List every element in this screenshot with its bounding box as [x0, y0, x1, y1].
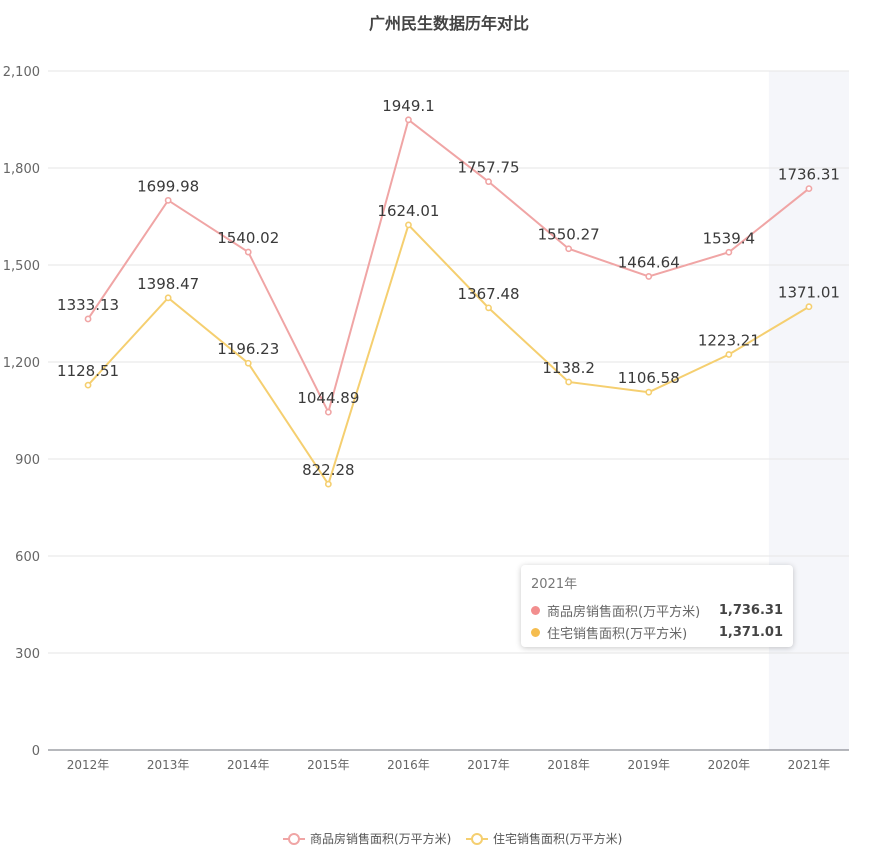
data-label: 1757.75 — [458, 159, 520, 177]
data-point — [324, 408, 332, 416]
x-tick-label: 2019年 — [627, 758, 670, 772]
legend-item-1[interactable]: 商品房销售面积(万平方米) — [283, 831, 451, 846]
data-label: 1539.4 — [703, 229, 756, 247]
data-point — [645, 388, 653, 396]
tooltip-title: 2021年 — [531, 577, 578, 592]
series-line-2 — [87, 222, 810, 487]
tooltip-dot-2 — [531, 627, 540, 637]
data-point — [805, 303, 813, 311]
tooltip: 2021年 商品房销售面积(万平方米) 1,736.31 住宅销售面积(万平方米… — [521, 565, 793, 647]
x-tick-label: 2012年 — [67, 758, 110, 772]
y-tick-label: 0 — [32, 744, 40, 759]
data-point — [485, 304, 492, 312]
x-tick-label: 2018年 — [547, 758, 590, 772]
y-tick-label: 300 — [15, 647, 40, 662]
data-label: 1367.48 — [458, 285, 520, 303]
data-label: 1736.31 — [778, 166, 840, 184]
data-label: 1949.1 — [382, 97, 435, 115]
data-label: 1196.23 — [217, 340, 279, 358]
data-point — [84, 381, 92, 389]
data-label: 1540.02 — [217, 229, 279, 247]
data-label: 1398.47 — [137, 275, 199, 293]
grid-lines — [48, 70, 849, 654]
x-tick-label: 2020年 — [708, 758, 751, 772]
y-axis-ticks: 0 300 600 900 1,200 1,500 1,800 2,100 — [3, 65, 40, 759]
data-point — [324, 480, 332, 488]
data-label: 1223.21 — [698, 331, 760, 349]
tooltip-series-name-2: 住宅销售面积(万平方米) — [547, 626, 688, 642]
data-point — [805, 185, 813, 192]
data-point — [645, 273, 653, 280]
y-tick-label: 1,500 — [3, 259, 40, 274]
legend-item-2[interactable]: 住宅销售面积(万平方米) — [466, 831, 622, 846]
data-point — [565, 245, 573, 253]
data-label: 1464.64 — [618, 253, 680, 271]
x-tick-label: 2015年 — [307, 758, 350, 772]
x-tick-label: 2016年 — [387, 758, 430, 772]
tooltip-dot-1 — [531, 605, 540, 615]
legend[interactable]: 商品房销售面积(万平方米) 住宅销售面积(万平方米) — [283, 831, 622, 846]
data-label: 1371.01 — [778, 284, 840, 302]
x-tick-label: 2013年 — [147, 758, 190, 772]
legend-label: 住宅销售面积(万平方米) — [493, 831, 622, 846]
data-label: 1138.2 — [542, 359, 595, 377]
data-label: 1106.58 — [618, 369, 680, 387]
y-tick-label: 900 — [15, 453, 40, 468]
y-tick-label: 2,100 — [3, 65, 40, 80]
data-point — [485, 178, 492, 186]
data-point — [725, 351, 733, 358]
data-label: 1044.89 — [297, 389, 359, 407]
x-tick-label: 2017年 — [467, 758, 510, 772]
data-point — [405, 116, 412, 124]
tooltip-row-1: 商品房销售面积(万平方米) 1,736.31 — [531, 599, 783, 621]
data-point — [164, 196, 172, 204]
x-axis-ticks: 2012年 2013年 2014年 2015年 2016年 2017年 2018年 2019年… — [67, 758, 830, 772]
data-label: 1128.51 — [57, 362, 119, 380]
legend-marker — [288, 833, 300, 845]
y-tick-label: 1,200 — [3, 356, 40, 371]
y-tick-label: 600 — [15, 550, 40, 565]
legend-marker — [471, 833, 483, 845]
data-point — [244, 359, 252, 367]
data-point — [84, 315, 92, 323]
data-point — [405, 221, 412, 229]
data-point — [244, 248, 252, 256]
data-label: 1699.98 — [137, 177, 199, 195]
tooltip-row-2: 住宅销售面积(万平方米) 1,371.01 — [531, 621, 783, 643]
series-lines — [84, 116, 813, 488]
tooltip-series-name-1: 商品房销售面积(万平方米) — [547, 604, 701, 620]
chart-title: 广州民生数据历年对比 — [369, 14, 529, 33]
x-tick-label: 2014年 — [227, 758, 270, 772]
data-point — [725, 248, 733, 256]
data-point — [565, 378, 573, 386]
data-label: 1333.13 — [57, 296, 119, 314]
tooltip-series-value-1: 1,736.31 — [718, 602, 783, 618]
data-point — [164, 294, 172, 302]
data-labels: 1333.13 1699.98 1540.02 1044.89 1949.1 1757.7… — [57, 97, 840, 479]
data-label: 822.28 — [302, 461, 355, 479]
series-line-1 — [87, 118, 810, 415]
tooltip-series-value-2: 1,371.01 — [718, 624, 783, 640]
x-tick-label: 2021年 — [788, 758, 831, 772]
legend-label: 商品房销售面积(万平方米) — [310, 831, 451, 846]
data-label: 1624.01 — [377, 202, 439, 220]
data-label: 1550.27 — [538, 226, 600, 244]
y-tick-label: 1,800 — [3, 162, 40, 177]
